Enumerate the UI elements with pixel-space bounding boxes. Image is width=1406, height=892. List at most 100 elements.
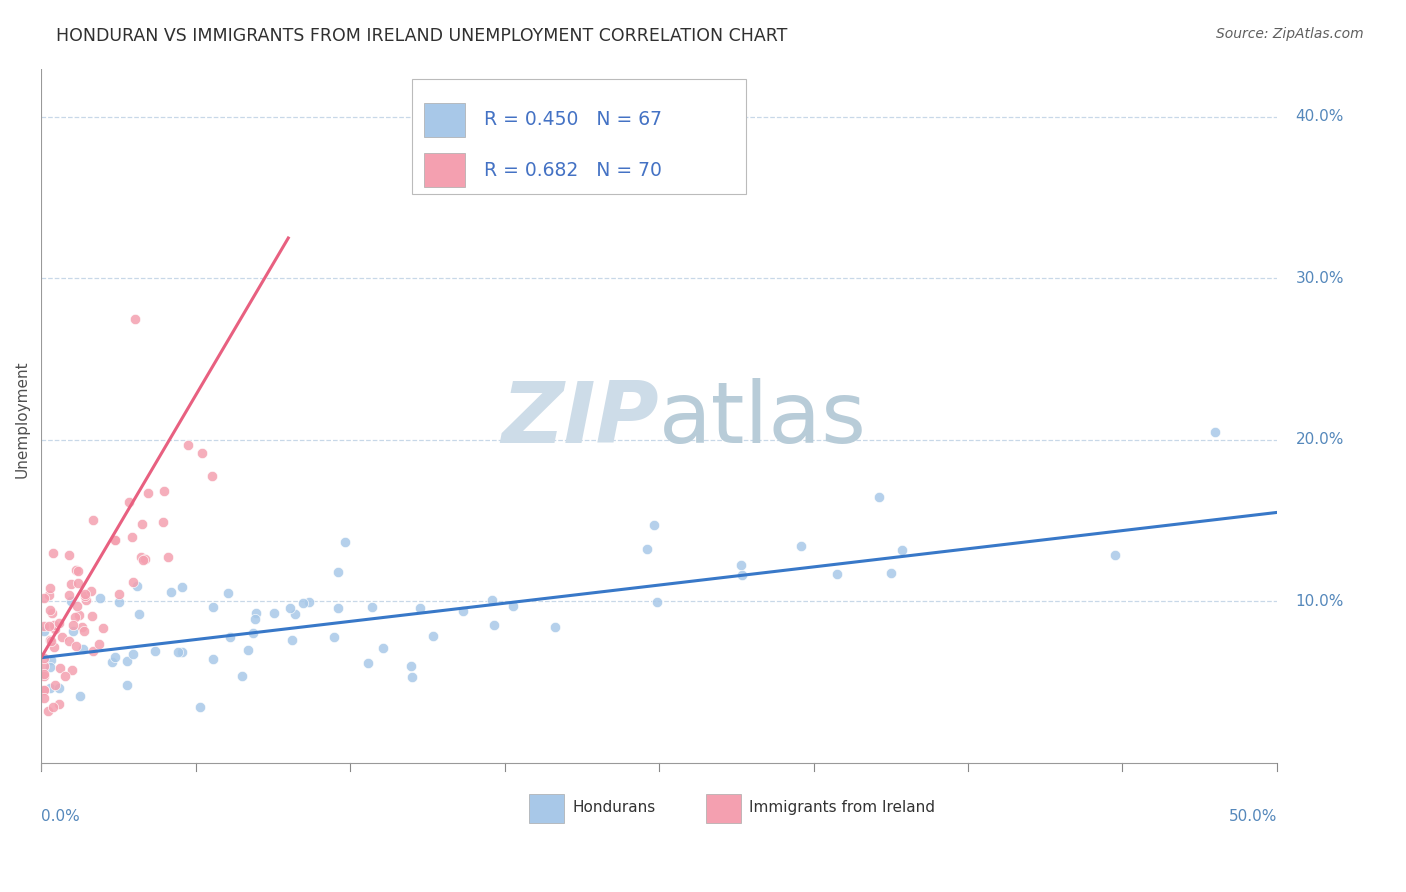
Point — [152, 484, 174, 499]
Point — [32, 659, 55, 673]
Point — [115, 654, 138, 668]
Point — [371, 641, 394, 656]
Point — [170, 580, 193, 594]
Point — [37, 704, 59, 718]
Point — [284, 607, 307, 621]
Point — [242, 626, 264, 640]
Point — [730, 558, 752, 572]
Point — [422, 629, 444, 643]
Point — [51, 630, 73, 644]
Point — [335, 534, 357, 549]
Point — [357, 656, 380, 670]
Point — [236, 643, 259, 657]
Text: Hondurans: Hondurans — [572, 800, 655, 815]
Point — [121, 530, 143, 544]
Point — [72, 641, 94, 656]
Point — [73, 624, 96, 638]
Point — [63, 610, 86, 624]
Point — [217, 586, 239, 600]
Point — [38, 603, 60, 617]
Point — [245, 612, 267, 626]
Text: 50.0%: 50.0% — [1229, 809, 1277, 824]
Point — [59, 594, 82, 608]
Point — [53, 669, 76, 683]
Point — [278, 601, 301, 615]
Point — [202, 599, 225, 614]
Point — [401, 670, 423, 684]
Point — [544, 620, 567, 634]
Point — [159, 584, 181, 599]
Point — [104, 533, 127, 548]
Point — [177, 438, 200, 452]
Point — [326, 565, 349, 579]
Point — [44, 623, 66, 637]
Point — [32, 650, 55, 665]
Point — [41, 606, 63, 620]
Point — [188, 699, 211, 714]
Point — [32, 624, 55, 639]
Point — [39, 653, 62, 667]
Point — [38, 633, 60, 648]
Point — [399, 658, 422, 673]
Point — [191, 445, 214, 459]
Point — [131, 516, 153, 531]
Point — [87, 636, 110, 650]
Point — [65, 563, 87, 577]
Point — [70, 620, 93, 634]
Point — [409, 600, 432, 615]
Point — [124, 311, 146, 326]
Text: 30.0%: 30.0% — [1295, 271, 1344, 285]
Point — [42, 700, 65, 714]
Point — [298, 595, 321, 609]
Point — [1104, 548, 1126, 562]
Point — [66, 599, 89, 613]
Text: 20.0%: 20.0% — [1295, 433, 1344, 447]
FancyBboxPatch shape — [425, 103, 465, 136]
Text: HONDURAN VS IMMIGRANTS FROM IRELAND UNEMPLOYMENT CORRELATION CHART: HONDURAN VS IMMIGRANTS FROM IRELAND UNEM… — [56, 27, 787, 45]
Point — [75, 589, 97, 603]
Point — [32, 666, 55, 681]
Text: 40.0%: 40.0% — [1295, 110, 1344, 125]
Point — [245, 606, 267, 620]
Point — [89, 591, 111, 605]
Point — [482, 617, 505, 632]
Point — [645, 594, 668, 608]
Point — [32, 669, 55, 683]
FancyBboxPatch shape — [529, 794, 564, 823]
Point — [104, 533, 127, 547]
Text: ZIP: ZIP — [502, 378, 659, 461]
FancyBboxPatch shape — [425, 153, 465, 187]
Point — [32, 619, 55, 633]
Point — [166, 645, 188, 659]
Point — [48, 681, 70, 696]
Point — [42, 640, 65, 655]
Point — [104, 649, 127, 664]
Point — [44, 678, 66, 692]
Point — [129, 550, 152, 565]
Point — [143, 644, 166, 658]
Point — [231, 669, 253, 683]
Point — [281, 633, 304, 648]
Point — [58, 588, 80, 602]
Point — [825, 567, 848, 582]
Text: 10.0%: 10.0% — [1295, 594, 1344, 608]
Point — [48, 615, 70, 630]
Point — [49, 661, 72, 675]
Point — [134, 552, 156, 566]
Point — [58, 634, 80, 648]
Point — [731, 567, 754, 582]
Point — [62, 617, 84, 632]
Point — [121, 647, 143, 661]
Point — [59, 577, 82, 591]
Point — [39, 681, 62, 696]
Text: R = 0.682   N = 70: R = 0.682 N = 70 — [484, 161, 661, 180]
Point — [67, 576, 90, 591]
Point — [38, 581, 60, 595]
Point — [60, 663, 83, 677]
Point — [73, 587, 96, 601]
Point — [291, 596, 314, 610]
Y-axis label: Unemployment: Unemployment — [15, 360, 30, 478]
Point — [69, 689, 91, 703]
Point — [38, 659, 60, 673]
Point — [62, 624, 84, 638]
